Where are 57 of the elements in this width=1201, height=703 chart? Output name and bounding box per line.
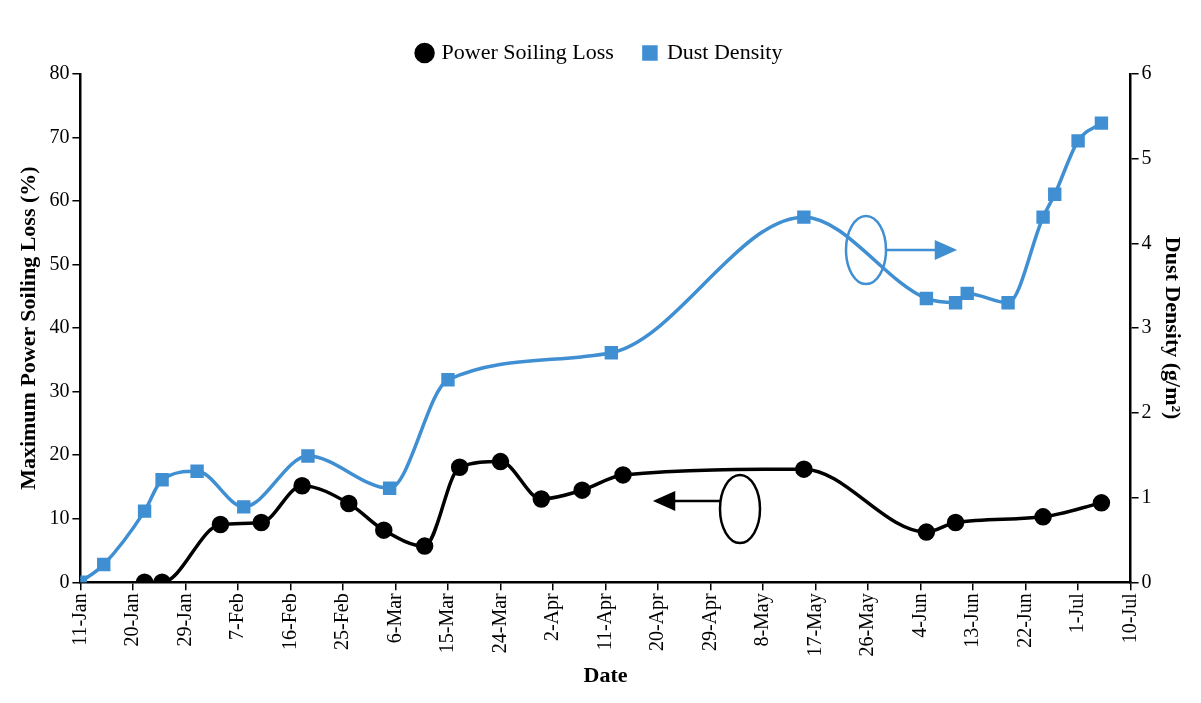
point: [237, 500, 251, 514]
point: [1001, 296, 1015, 310]
legend-label: Power Soiling Loss: [441, 38, 614, 64]
x-tick-label: 16-Feb: [277, 593, 300, 650]
x-tick-label: 11-Apr: [592, 592, 616, 651]
y2-tick-label: 3: [1141, 315, 1152, 338]
x-tick-label: 24-Mar: [487, 592, 510, 654]
x-tick-label: 29-Apr: [697, 592, 721, 652]
x-tick-label: 1-Jul: [1065, 592, 1088, 634]
x-tick-label: 2-Apr: [540, 592, 564, 642]
y2-tick-label: 2: [1141, 400, 1152, 423]
point: [1048, 187, 1062, 201]
y2-tick-label: 4: [1141, 230, 1152, 253]
point: [97, 557, 111, 572]
point: [155, 473, 169, 487]
y-tick-label: 80: [49, 61, 70, 84]
y2-axis-title: Dust Density (g/m²): [1161, 236, 1187, 420]
y2-tick-label: 0: [1141, 569, 1152, 592]
x-tick-label: 17-May: [802, 593, 826, 657]
y-tick-label: 20: [49, 442, 70, 465]
point: [948, 296, 963, 310]
x-tick-label: 25-Feb: [330, 593, 353, 650]
y-tick-label: 50: [49, 251, 70, 274]
x-axis-title: Date: [583, 662, 628, 688]
x-tick-label: 8-May: [750, 593, 774, 647]
x-tick-label: 20-Jan: [120, 593, 143, 647]
point: [190, 464, 204, 479]
y2-tick-label: 6: [1141, 61, 1152, 84]
point: [1071, 134, 1085, 148]
legend-label: Dust Density: [666, 38, 783, 64]
x-tick-label: 10-Jul: [1117, 592, 1140, 644]
y-tick-label: 60: [49, 188, 70, 211]
y-tick-label: 70: [49, 124, 70, 147]
y-tick-label: 30: [49, 378, 70, 401]
x-tick-label: 15-Mar: [435, 592, 458, 654]
point: [797, 210, 811, 224]
point: [1094, 116, 1109, 130]
x-tick-label: 7-Feb: [225, 593, 248, 640]
y-axis-title: Maximum Power Soiling Loss (%): [14, 166, 40, 490]
x-tick-label: 11-Jan: [67, 593, 90, 646]
x-tick-label: 20-Apr: [645, 592, 669, 652]
x-tick-label: 6-Mar: [382, 592, 405, 644]
point: [960, 286, 974, 301]
y-tick-label: 0: [59, 569, 70, 592]
y-tick-label: 10: [49, 505, 70, 528]
y-tick-label: 40: [49, 315, 70, 338]
point: [919, 291, 934, 306]
point: [301, 449, 315, 463]
y2-tick-label: 5: [1141, 145, 1152, 168]
point: [137, 504, 152, 518]
x-tick-label: 13-Jun: [960, 593, 983, 648]
x-tick-label: 29-Jan: [172, 593, 195, 647]
point: [1036, 210, 1050, 224]
x-tick-label: 22-Jun: [1012, 593, 1035, 648]
y2-tick-label: 1: [1141, 484, 1152, 507]
x-tick-label: 4-Jun: [907, 593, 930, 638]
x-tick-label: 26-May: [855, 593, 879, 657]
